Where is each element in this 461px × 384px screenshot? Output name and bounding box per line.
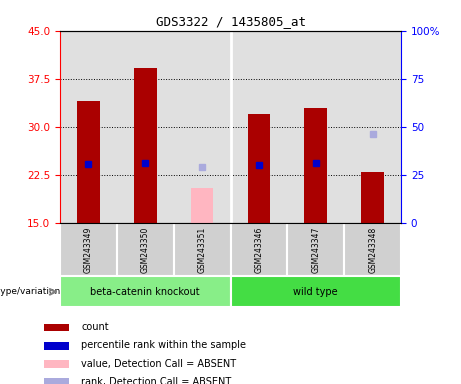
Text: value, Detection Call = ABSENT: value, Detection Call = ABSENT bbox=[81, 359, 236, 369]
Text: GSM243349: GSM243349 bbox=[84, 227, 93, 273]
Bar bbox=[191, 187, 213, 223]
Text: percentile rank within the sample: percentile rank within the sample bbox=[81, 340, 246, 350]
Bar bbox=[230, 276, 401, 307]
Text: genotype/variation: genotype/variation bbox=[0, 287, 60, 296]
Bar bbox=[60, 276, 230, 307]
Text: beta-catenin knockout: beta-catenin knockout bbox=[90, 287, 200, 297]
Text: GSM243347: GSM243347 bbox=[311, 227, 320, 273]
Bar bbox=[361, 172, 384, 223]
Bar bbox=[304, 108, 327, 223]
Text: GSM243346: GSM243346 bbox=[254, 227, 263, 273]
Title: GDS3322 / 1435805_at: GDS3322 / 1435805_at bbox=[155, 15, 306, 28]
Bar bbox=[60, 223, 117, 276]
Bar bbox=[44, 360, 69, 368]
Text: count: count bbox=[81, 322, 109, 332]
Bar bbox=[174, 223, 230, 276]
Text: GSM243351: GSM243351 bbox=[198, 227, 207, 273]
Bar bbox=[117, 223, 174, 276]
Bar bbox=[344, 223, 401, 276]
Text: GSM243348: GSM243348 bbox=[368, 227, 377, 273]
Bar bbox=[134, 68, 157, 223]
Text: rank, Detection Call = ABSENT: rank, Detection Call = ABSENT bbox=[81, 377, 231, 384]
Bar bbox=[230, 223, 287, 276]
Bar bbox=[44, 378, 69, 384]
Text: GSM243350: GSM243350 bbox=[141, 227, 150, 273]
Bar bbox=[44, 324, 69, 331]
Bar bbox=[287, 223, 344, 276]
Bar bbox=[44, 342, 69, 350]
Bar bbox=[248, 114, 270, 223]
Bar bbox=[77, 101, 100, 223]
Text: wild type: wild type bbox=[294, 287, 338, 297]
